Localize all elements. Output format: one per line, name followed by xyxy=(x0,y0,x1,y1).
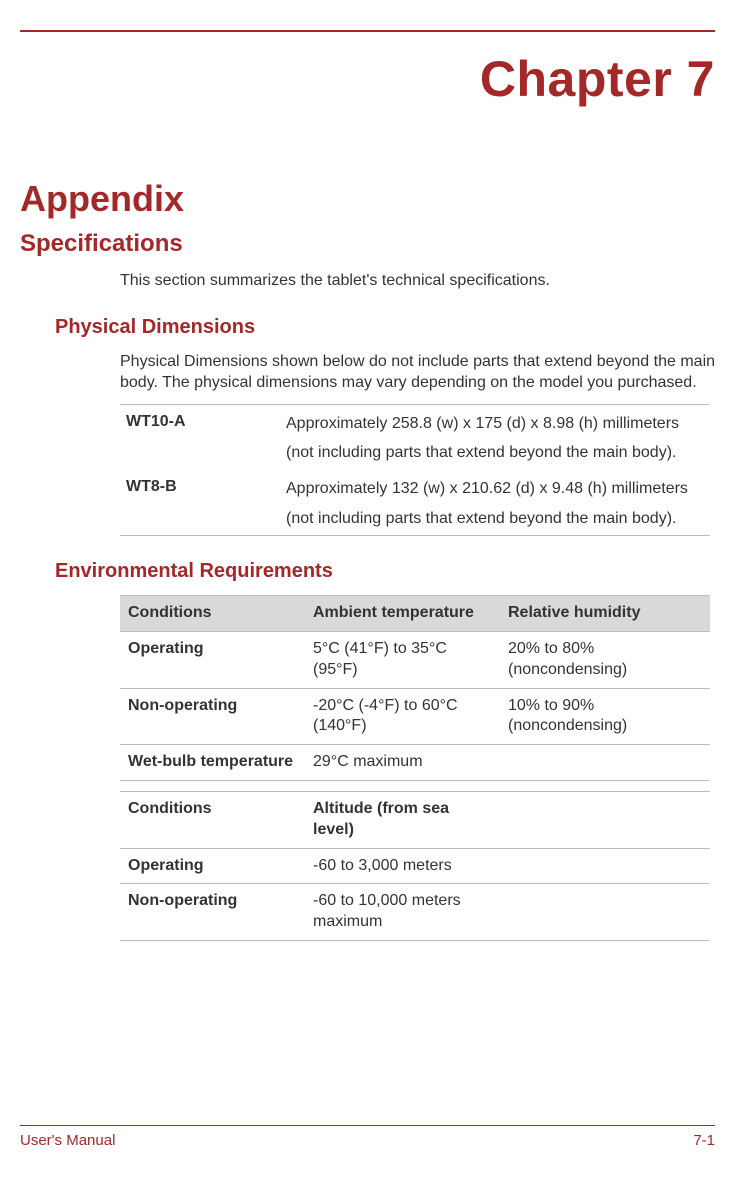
top-rule xyxy=(20,30,715,32)
table-cell: -20°C (-4°F) to 60°C (140°F) xyxy=(305,689,500,745)
table-cell: -60 to 3,000 meters xyxy=(305,849,500,884)
spec-text: (not including parts that extend beyond … xyxy=(286,442,704,464)
environmental-table-2: Conditions Altitude (from sea level) Ope… xyxy=(120,791,710,941)
table-cell: 29°C maximum xyxy=(305,745,500,780)
footer-left: User's Manual xyxy=(20,1132,115,1149)
intro-text: This section summarizes the tablet's tec… xyxy=(120,270,715,292)
table-row: Non-operating -60 to 10,000 meters maxim… xyxy=(120,883,710,940)
table-row: WT10-A Approximately 258.8 (w) x 175 (d)… xyxy=(120,405,710,470)
table-header-cell: Relative humidity xyxy=(500,596,710,631)
table-cell: Wet-bulb temperature xyxy=(120,745,305,780)
spec-text: (not including parts that extend beyond … xyxy=(286,508,704,530)
table-cell xyxy=(500,884,710,940)
spec-value: Approximately 132 (w) x 210.62 (d) x 9.4… xyxy=(286,478,704,529)
table-header-row: Conditions Ambient temperature Relative … xyxy=(120,595,710,631)
table-cell xyxy=(500,745,710,780)
spec-text: Approximately 132 (w) x 210.62 (d) x 9.4… xyxy=(286,478,704,500)
table-cell: 10% to 90% (noncondensing) xyxy=(500,689,710,745)
footer-page-number: 7-1 xyxy=(693,1132,715,1149)
table-cell xyxy=(500,849,710,884)
heading-environmental-requirements: Environmental Requirements xyxy=(55,560,715,583)
table-header-cell: Altitude (from sea level) xyxy=(305,792,500,848)
heading-specifications: Specifications xyxy=(20,230,715,258)
spec-label: WT10-A xyxy=(126,413,286,464)
table-header-cell xyxy=(500,792,710,848)
table-cell: -60 to 10,000 meters maximum xyxy=(305,884,500,940)
environmental-table-1: Conditions Ambient temperature Relative … xyxy=(120,595,710,781)
table-cell: Operating xyxy=(120,632,305,688)
table-header-cell: Ambient temperature xyxy=(305,596,500,631)
spec-value: Approximately 258.8 (w) x 175 (d) x 8.98… xyxy=(286,413,704,464)
chapter-title: Chapter 7 xyxy=(20,50,715,108)
table-header-cell: Conditions xyxy=(120,792,305,848)
table-row: Operating 5°C (41°F) to 35°C (95°F) 20% … xyxy=(120,631,710,688)
table-cell: Operating xyxy=(120,849,305,884)
table-cell: Non-operating xyxy=(120,689,305,745)
heading-physical-dimensions: Physical Dimensions xyxy=(55,316,715,339)
physical-dimensions-table: WT10-A Approximately 258.8 (w) x 175 (d)… xyxy=(120,404,710,536)
table-header-cell: Conditions xyxy=(120,596,305,631)
heading-appendix: Appendix xyxy=(20,178,715,220)
table-header-row: Conditions Altitude (from sea level) xyxy=(120,791,710,848)
table-cell: 5°C (41°F) to 35°C (95°F) xyxy=(305,632,500,688)
table-row: Wet-bulb temperature 29°C maximum xyxy=(120,744,710,780)
table-row: Operating -60 to 3,000 meters xyxy=(120,848,710,884)
table-cell: 20% to 80% (noncondensing) xyxy=(500,632,710,688)
table-cell: Non-operating xyxy=(120,884,305,940)
table-row: Non-operating -20°C (-4°F) to 60°C (140°… xyxy=(120,688,710,745)
spec-text: Approximately 258.8 (w) x 175 (d) x 8.98… xyxy=(286,413,704,435)
spec-label: WT8-B xyxy=(126,478,286,529)
physical-dimensions-text: Physical Dimensions shown below do not i… xyxy=(120,351,715,394)
table-row: WT8-B Approximately 132 (w) x 210.62 (d)… xyxy=(120,470,710,535)
page-footer: User's Manual 7-1 xyxy=(20,1125,715,1149)
